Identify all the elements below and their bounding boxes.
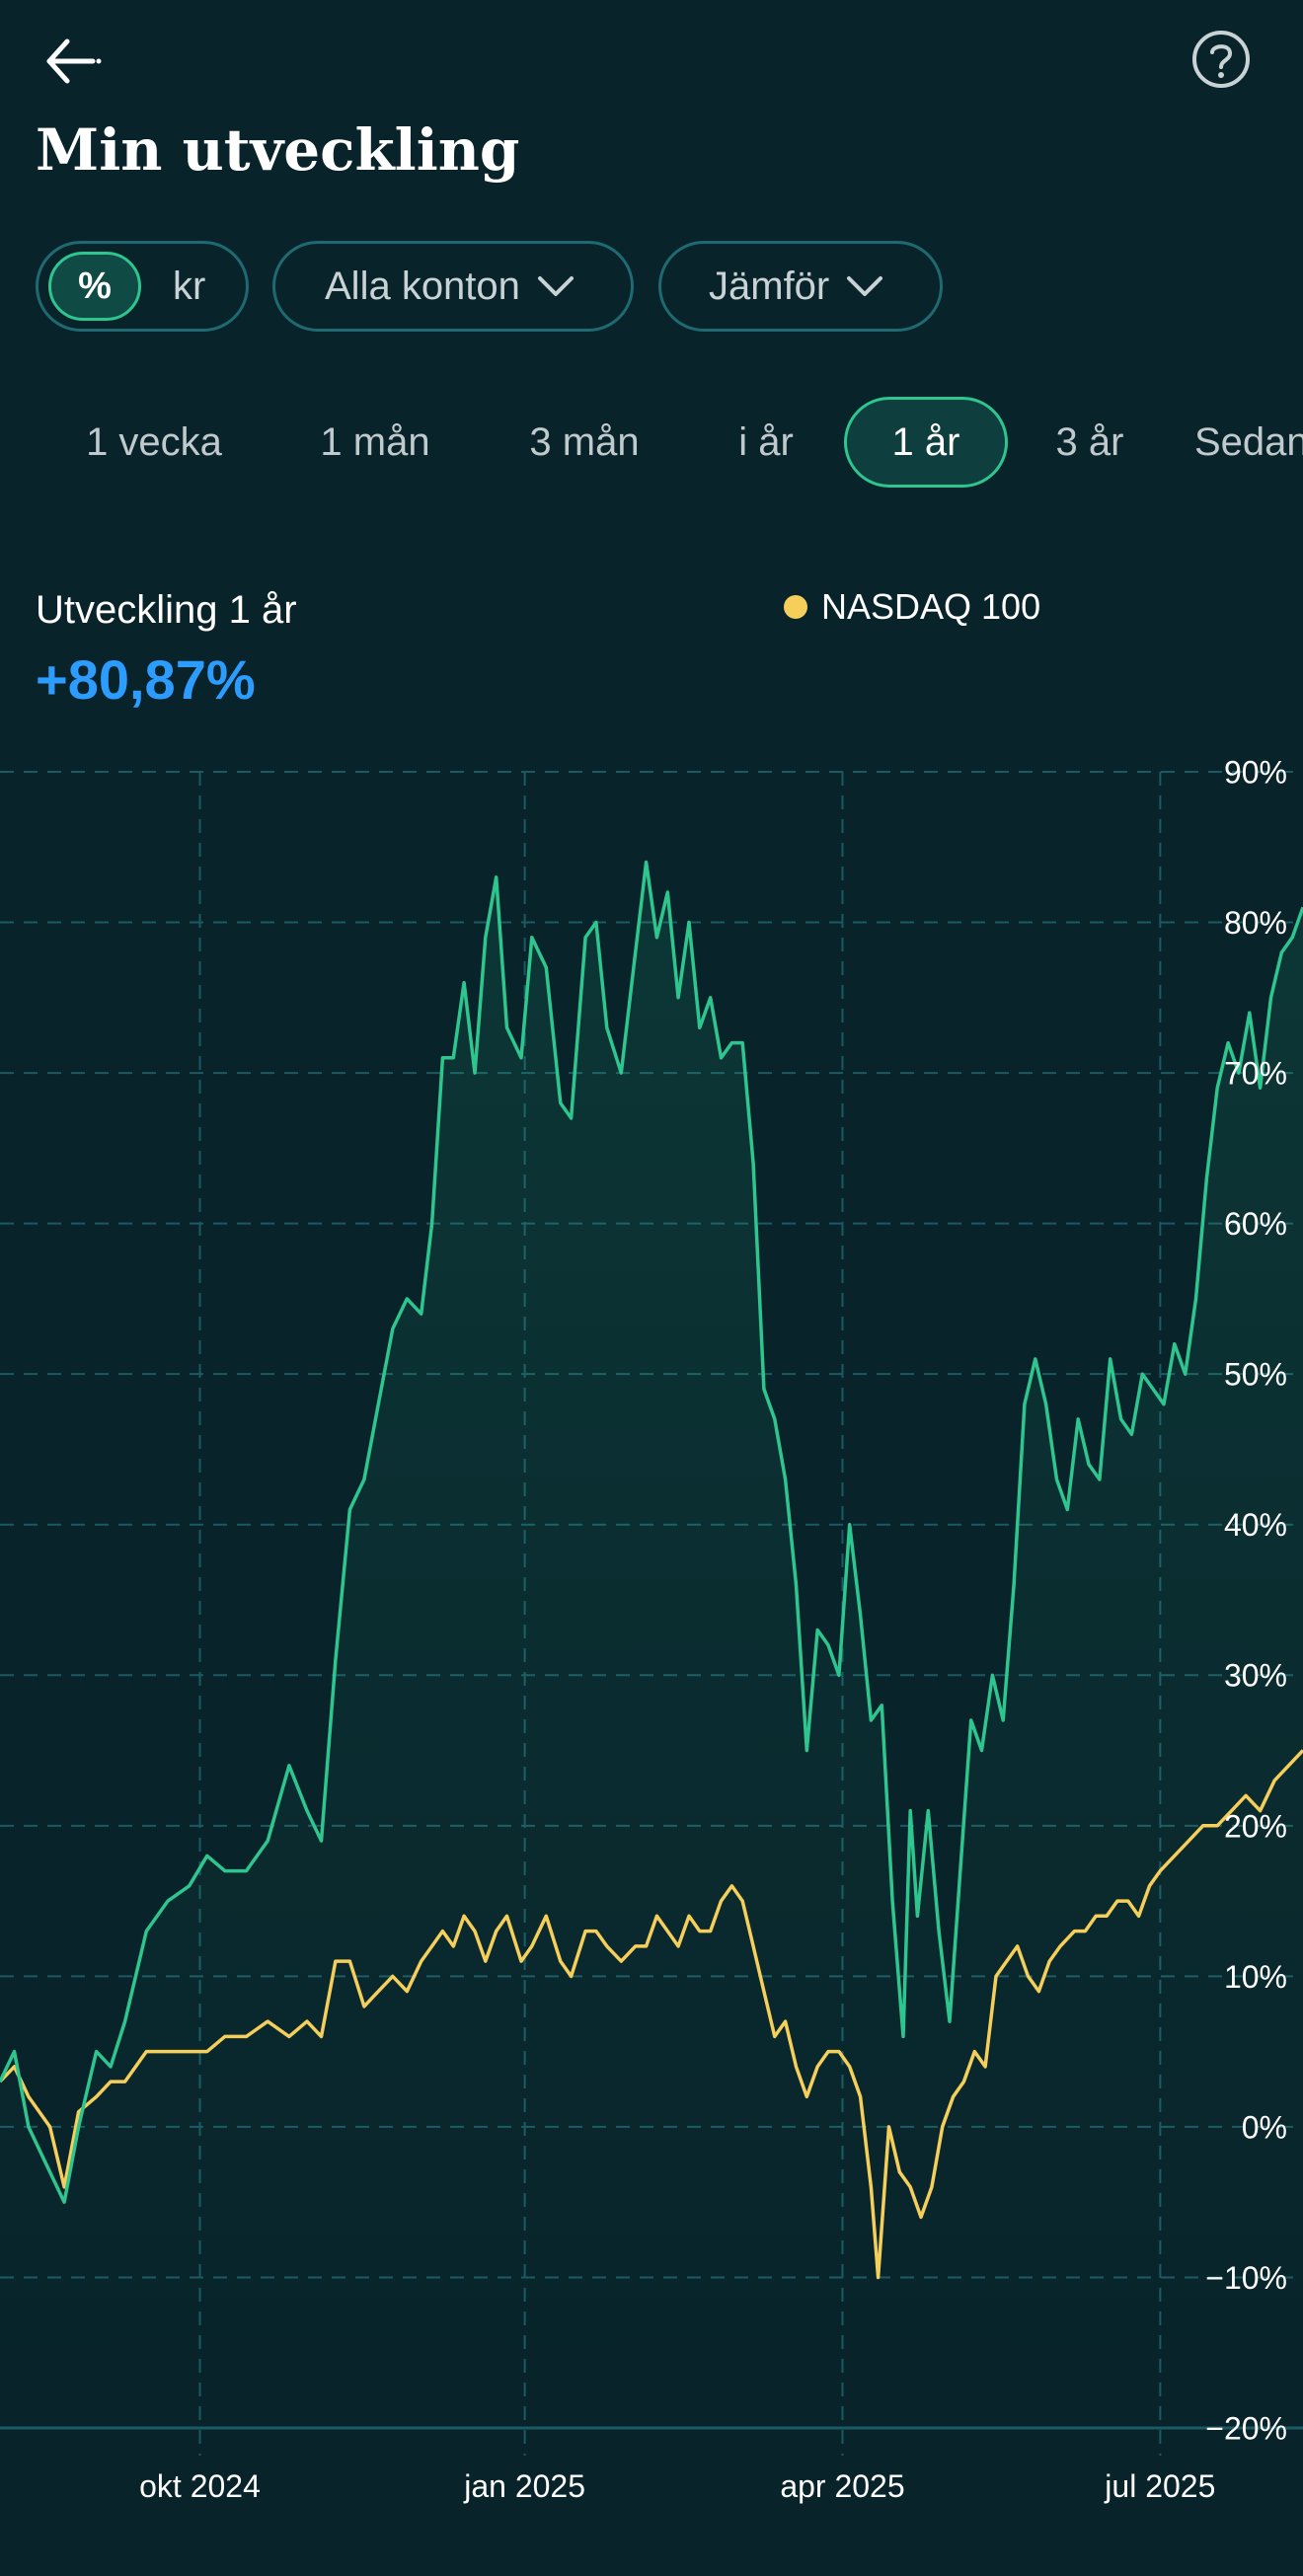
chart-legend: NASDAQ 100 <box>784 586 1040 628</box>
performance-chart[interactable]: 90% 80% 70% 60% 50% 40% 30% 20% 10% 0% −10% −20% ok… <box>0 730 1303 2576</box>
y-tick-label: 70% <box>1224 1056 1287 1092</box>
tab-1-man[interactable]: 1 mån <box>320 419 430 464</box>
x-tick-label: okt 2024 <box>139 2468 261 2504</box>
accounts-dropdown-label: Alla konton <box>325 264 520 308</box>
y-tick-label: 30% <box>1224 1658 1287 1694</box>
tab-1-vecka[interactable]: 1 vecka <box>86 419 222 464</box>
series-line-portfolio <box>0 860 1303 2204</box>
tab-1-ar[interactable]: 1 år <box>844 397 1008 488</box>
tab-3-man[interactable]: 3 mån <box>529 419 640 464</box>
x-tick-label: jul 2025 <box>1104 2468 1215 2504</box>
chevron-down-icon <box>537 276 574 296</box>
y-tick-label: 10% <box>1224 1959 1287 1995</box>
y-tick-label: 90% <box>1224 754 1287 790</box>
help-button[interactable] <box>1185 28 1258 101</box>
unit-toggle[interactable]: % kr <box>36 241 249 332</box>
legend-dot <box>784 595 807 619</box>
unit-currency-option[interactable]: kr <box>173 264 206 308</box>
y-tick-label: 40% <box>1224 1507 1287 1543</box>
y-tick-label: 80% <box>1224 905 1287 941</box>
performance-label: Utveckling 1 år <box>36 588 297 632</box>
question-circle-icon <box>1192 31 1250 88</box>
tab-i-ar[interactable]: i år <box>738 419 794 464</box>
arrow-left-icon <box>46 38 102 84</box>
performance-value: +80,87% <box>36 648 256 711</box>
page-title: Min utveckling <box>36 116 520 184</box>
tab-3-ar[interactable]: 3 år <box>1055 419 1124 464</box>
y-tick-label: 20% <box>1224 1808 1287 1844</box>
unit-percent-option[interactable]: % <box>48 252 141 321</box>
compare-dropdown[interactable]: Jämför <box>658 241 943 332</box>
back-button[interactable] <box>36 28 115 97</box>
y-tick-label: 60% <box>1224 1206 1287 1242</box>
y-tick-label: −10% <box>1205 2260 1287 2296</box>
x-tick-label: jan 2025 <box>463 2468 585 2504</box>
y-tick-label: 0% <box>1242 2109 1287 2145</box>
tab-sedan-start[interactable]: Sedan start <box>1194 397 1303 488</box>
chevron-down-icon <box>847 276 883 296</box>
y-tick-label: 50% <box>1224 1357 1287 1393</box>
y-tick-label: −20% <box>1205 2410 1287 2446</box>
accounts-dropdown[interactable]: Alla konton <box>272 241 634 332</box>
tab-sedan-start-label: Sedan start <box>1194 419 1303 464</box>
series-line-nasdaq-100 <box>0 1749 1303 2280</box>
portfolio-area-fill <box>0 862 1303 2428</box>
legend-benchmark-label: NASDAQ 100 <box>821 586 1041 627</box>
compare-dropdown-label: Jämför <box>709 264 830 308</box>
x-tick-label: apr 2025 <box>780 2468 904 2504</box>
